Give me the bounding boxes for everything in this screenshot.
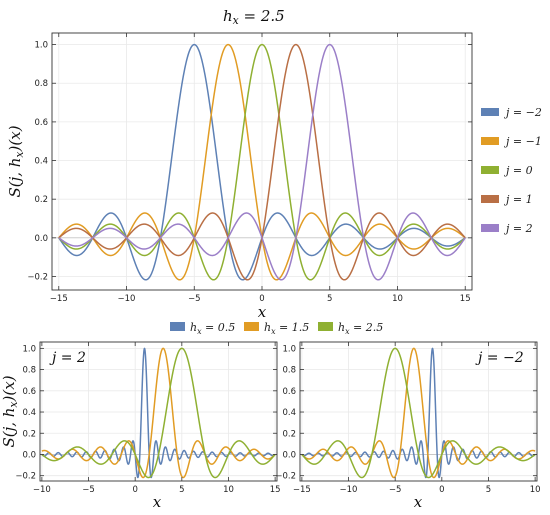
legend-label: j = −2 (503, 106, 542, 119)
series-line-5 (58, 43, 466, 281)
legend-swatch (481, 137, 499, 145)
plot-frame (39, 341, 278, 482)
x-axis-label: x (258, 303, 267, 321)
y-tick-label: 0.8 (34, 79, 48, 89)
y-tick-label: 0.4 (22, 408, 36, 418)
grid (52, 33, 472, 290)
x-tick-label: 0 (132, 485, 137, 495)
legend-right: j = −2 j = −1 j = 0 j = 1 j = 2 (481, 106, 542, 235)
legend-label: j = 0 (503, 164, 533, 177)
x-tick-label: 5 (327, 294, 332, 304)
curves (301, 347, 536, 479)
curves (41, 347, 276, 479)
x-tick-label: 0 (439, 485, 444, 495)
x-tick-label: 15 (460, 294, 471, 304)
bottom-left-plot: −10 −5 0 5 10 15 −0.2 0.0 0.2 0.4 0.6 0.8 1.0 (15, 341, 281, 495)
x-tick-label: 0 (259, 294, 264, 304)
legend-label: hx = 0.5 (190, 321, 235, 336)
x-tick-label: 10 (530, 485, 541, 495)
x-tick-label: −15 (293, 485, 311, 495)
y-tick-label: 0.4 (34, 157, 48, 167)
y-tick-label: 0.2 (282, 429, 296, 439)
y-axis-label: S(j, hx)(x) (6, 125, 26, 197)
legend-swatch (244, 322, 259, 331)
panel-label-left: j = 2 (49, 350, 86, 366)
legend-bottom: hx = 0.5 hx = 1.5 hx = 2.5 (170, 321, 383, 336)
y-tick-label: 1.0 (282, 344, 296, 354)
x-tick-label: −5 (82, 485, 95, 495)
legend-swatch (318, 322, 333, 331)
series-line-2 (41, 347, 276, 479)
x-tick-label: 5 (486, 485, 491, 495)
legend-swatch (481, 224, 499, 232)
x-tick-label: −10 (118, 294, 136, 304)
x-tick-label: −10 (340, 485, 358, 495)
bottom-right-plot: −15 −10 −5 0 5 10 −0.2 0.0 0.2 0.4 0.6 0.8 1.0 (275, 341, 541, 495)
x-axis-label-left: x (153, 493, 162, 511)
y-tick-label: 0.8 (282, 366, 296, 376)
panel-label-right: j = −2 (475, 350, 524, 366)
y-tick-label: 1.0 (34, 41, 48, 51)
y-tick-label: −0.2 (275, 472, 296, 482)
y-tick-label: 0.2 (22, 429, 36, 439)
top-plot: −15 −10 −5 0 5 10 15 −0.2 0.0 0.2 0.4 0.6 0.8 1.0 (27, 32, 473, 304)
x-tick-label: 15 (270, 485, 281, 495)
series-line-3 (301, 347, 536, 479)
chart-title: hx = 2.5 (223, 7, 285, 27)
ticks: −10 −5 0 5 10 15 −0.2 0.0 0.2 0.4 0.6 0.8 1.0 (15, 342, 281, 495)
legend-label: j = −1 (503, 135, 542, 148)
y-tick-label: 0.6 (282, 387, 296, 397)
y-tick-label: 0.4 (282, 408, 296, 418)
x-tick-label: 5 (179, 485, 184, 495)
x-tick-label: 10 (223, 485, 234, 495)
x-tick-label: −5 (188, 294, 201, 304)
grid (300, 342, 537, 481)
x-tick-label: −15 (50, 294, 68, 304)
y-axis-label-bottom: S(j, hx)(x) (0, 375, 20, 447)
legend-swatch (481, 195, 499, 203)
legend-label: j = 1 (503, 193, 533, 206)
ticks: −15 −10 −5 0 5 10 15 −0.2 0.0 0.2 0.4 0.6 0.8 1.0 (27, 33, 472, 304)
y-tick-label: −0.2 (27, 272, 48, 282)
y-tick-label: 0.0 (22, 450, 36, 460)
ticks: −15 −10 −5 0 5 10 −0.2 0.0 0.2 0.4 0.6 0.8 1.0 (275, 342, 541, 495)
legend-label: hx = 1.5 (264, 321, 309, 336)
y-tick-label: 1.0 (22, 344, 36, 354)
legend-swatch (170, 322, 185, 331)
legend-label: hx = 2.5 (338, 321, 383, 336)
legend-swatch (481, 166, 499, 174)
legend-swatch (481, 108, 499, 116)
y-tick-label: 0.6 (34, 118, 48, 128)
series-line-3 (41, 347, 276, 479)
y-tick-label: −0.2 (15, 472, 36, 482)
y-tick-label: 0.0 (34, 234, 48, 244)
x-tick-label: 10 (392, 294, 403, 304)
plot-frame (299, 341, 538, 482)
y-tick-label: 0.0 (282, 450, 296, 460)
y-tick-label: 0.8 (22, 366, 36, 376)
series-line-2 (301, 347, 536, 479)
x-tick-label: −5 (389, 485, 402, 495)
curves (58, 43, 466, 281)
y-tick-label: 0.2 (34, 195, 48, 205)
y-tick-label: 0.6 (22, 387, 36, 397)
x-tick-label: −10 (33, 485, 51, 495)
x-axis-label-right: x (414, 493, 423, 511)
legend-label: j = 2 (503, 222, 533, 235)
